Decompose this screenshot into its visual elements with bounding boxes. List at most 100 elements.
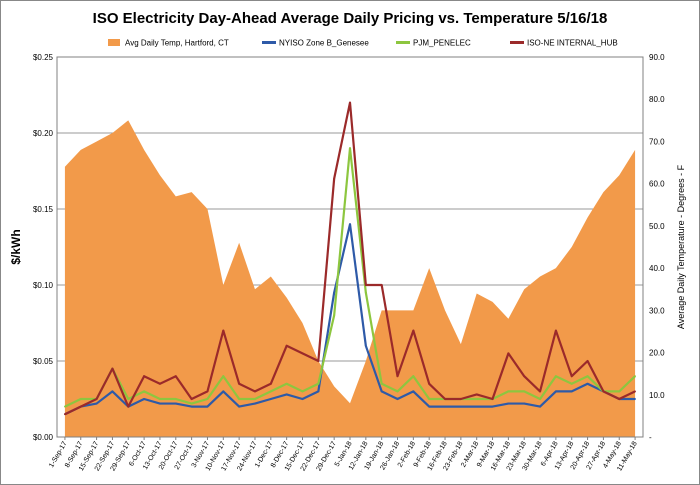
series-3-point	[317, 360, 320, 362]
series-2-point	[380, 382, 383, 385]
series-2-point	[317, 382, 320, 385]
right-tick-label: 20.0	[649, 349, 665, 358]
legend-swatch	[108, 39, 120, 46]
series-1-point	[475, 405, 478, 408]
series-3-point	[301, 352, 304, 355]
series-3-point	[333, 177, 336, 180]
series-3-point	[428, 382, 431, 385]
series-1-point	[586, 382, 589, 385]
series-1-point	[238, 405, 241, 408]
series-2-point	[475, 398, 478, 400]
series-1-point	[301, 398, 304, 400]
series-1-point	[174, 402, 177, 405]
legend-label: ISO-NE INTERNAL_HUB	[527, 39, 618, 48]
right-axis-ticks: - 10.0 20.0 30.0 40.0 50.0 60.0 70.0 80.0 90.0	[649, 53, 665, 442]
series-1-point	[206, 405, 209, 408]
y-axis-label: $/kWh	[9, 229, 23, 264]
series-1-point	[554, 390, 557, 393]
left-tick-label: $0.05	[33, 357, 54, 366]
series-3-point	[174, 375, 177, 378]
series-1-point	[444, 405, 446, 408]
legend-item: PJM_PENELEC	[396, 39, 471, 48]
series-2-point	[79, 398, 82, 400]
series-1-point	[143, 398, 146, 400]
series-1-point	[317, 390, 320, 393]
series-1-point	[634, 398, 636, 400]
series-2-point	[539, 398, 541, 400]
series-3-point	[444, 398, 446, 400]
legend-label: PJM_PENELEC	[413, 39, 471, 48]
series-3-point	[539, 390, 541, 393]
series-2-point	[618, 390, 621, 393]
series-1-point	[459, 405, 462, 408]
series-2-point	[159, 398, 161, 400]
series-2-point	[269, 390, 272, 393]
series-3-point	[618, 398, 621, 400]
series-1-point	[95, 402, 98, 405]
series-3-point	[475, 393, 478, 396]
series-2-point	[586, 375, 589, 378]
series-3-point	[507, 352, 510, 355]
series-2-point	[412, 375, 415, 378]
series-area-temperature	[64, 120, 636, 437]
series-2-point	[174, 398, 177, 400]
series-3-point	[586, 360, 589, 362]
series-3-point	[412, 329, 415, 332]
series-2-point	[206, 398, 209, 400]
right-tick-label: 90.0	[649, 53, 665, 62]
series-2-point	[428, 398, 431, 400]
series-3-point	[269, 382, 272, 385]
series-3-point	[143, 375, 146, 378]
series-1-point	[428, 405, 431, 408]
right-tick-label: 60.0	[649, 180, 665, 189]
series-1-point	[285, 393, 288, 396]
series-2-point	[301, 390, 304, 393]
series-1-point	[190, 405, 193, 408]
series-2-point	[64, 405, 66, 408]
series-2-point	[634, 375, 636, 378]
series-1-point	[364, 344, 367, 347]
series-1-point	[222, 390, 225, 393]
right-tick-label: -	[649, 433, 652, 442]
left-tick-label: $0.10	[33, 281, 54, 290]
series-3-point	[222, 329, 225, 332]
series-3-point	[95, 398, 98, 400]
series-2-point	[364, 291, 367, 294]
series-1-point	[396, 398, 399, 400]
series-3-point	[570, 375, 573, 378]
legend-label: Avg Daily Temp, Hartford, CT	[125, 39, 229, 48]
series-1-point	[507, 402, 510, 405]
series-3-point	[491, 398, 494, 400]
right-tick-label: 40.0	[649, 264, 665, 273]
series-2-point	[507, 390, 510, 393]
series-2-point	[554, 375, 557, 378]
series-2-point	[349, 147, 351, 150]
series-1-point	[539, 405, 541, 408]
series-3-point	[459, 398, 462, 400]
series-3-point	[349, 101, 351, 104]
series-1-point	[254, 402, 256, 405]
series-1-point	[333, 291, 336, 294]
chart-title: ISO Electricity Day-Ahead Average Daily …	[93, 10, 608, 27]
series-3-point	[523, 375, 526, 378]
series-2-point	[127, 398, 130, 400]
series-1-point	[491, 405, 494, 408]
series-3-point	[285, 344, 288, 347]
series-1-point	[349, 223, 351, 226]
legend: Avg Daily Temp, Hartford, CT NYISO Zone B…	[108, 39, 618, 48]
series-3-point	[380, 284, 383, 286]
series-3-point	[206, 390, 209, 393]
series-2-point	[333, 314, 336, 317]
series-3-point	[634, 390, 636, 393]
series-1-point	[159, 402, 161, 405]
right-tick-label: 10.0	[649, 391, 665, 400]
series-2-point	[238, 398, 241, 400]
y2-axis-label: Average Daily Temperature - Degrees - F	[676, 164, 686, 329]
right-tick-label: 50.0	[649, 222, 665, 231]
legend-item: ISO-NE INTERNAL_HUB	[510, 39, 618, 48]
left-tick-label: $0.00	[33, 433, 54, 442]
left-tick-label: $0.25	[33, 53, 54, 62]
series-2-point	[190, 402, 193, 405]
series-3-point	[364, 284, 367, 286]
